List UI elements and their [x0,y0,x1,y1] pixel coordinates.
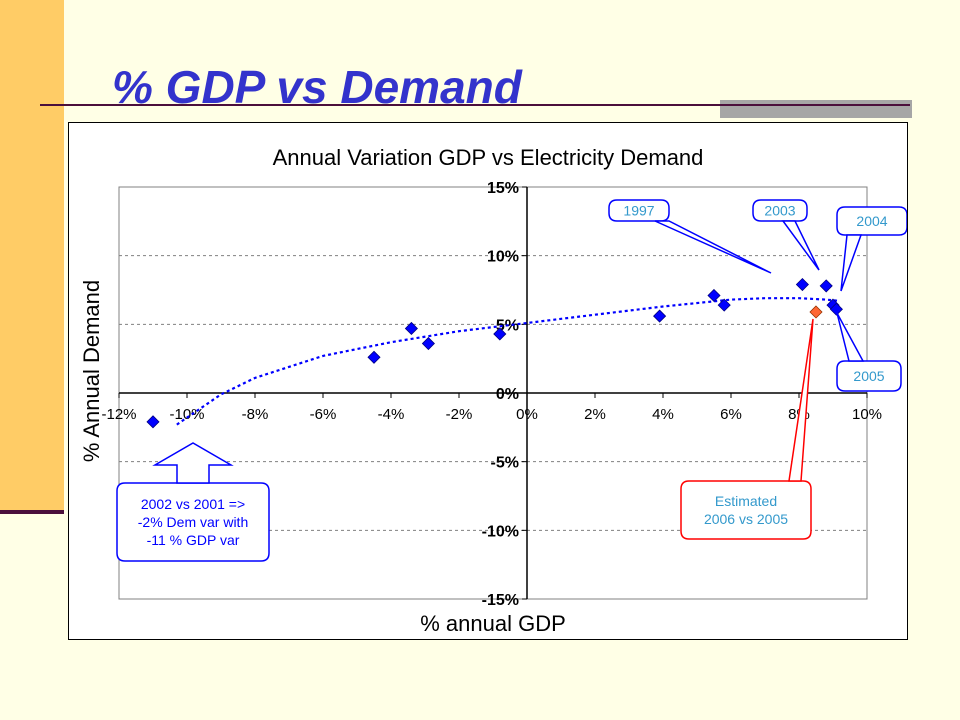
y-tick-label: 10% [487,249,519,266]
callout-label: 2003 [764,203,795,219]
data-point [493,327,507,341]
x-tick-label: -8% [242,406,269,423]
callout-label: 2005 [853,368,884,384]
x-tick-label: 4% [652,406,674,423]
data-point [717,298,731,312]
callout-estimated-2006: Estimated 2006 vs 2005 [680,318,814,540]
data-point [367,350,381,364]
callout-label: 2004 [856,213,887,229]
callout-line: 2002 vs 2001 => [141,496,245,512]
x-tick-label: -6% [310,406,337,423]
callout-2002: 2002 vs 2001 => -2% Dem var with -11 % GDP… [116,482,270,562]
x-tick-label: 6% [720,406,742,423]
chart-frame: Annual Variation GDP vs Electricity Dema… [68,122,908,640]
callout-line: 2006 vs 2005 [704,511,788,527]
x-axis-title: % annual GDP [420,611,566,636]
x-tick-label: 0% [516,406,538,423]
callout-line: -2% Dem var with [138,514,248,530]
data-point [707,288,721,303]
callout-2003: 2003 [752,199,820,271]
estimate-point [809,305,823,319]
title-shadow-bar [720,100,912,118]
x-tick-label: -4% [378,406,405,423]
y-tick-label: -10% [482,523,519,540]
title-rule [40,104,910,106]
y-tick-label: 15% [487,180,519,197]
data-point [421,336,435,351]
data-point [819,279,833,293]
side-accent-underline [0,510,64,514]
trendline [176,297,840,426]
callout-box [116,482,270,562]
callout-line: Estimated [715,493,777,509]
data-point [653,309,667,323]
callout-pointer [654,220,772,274]
callout-box [680,480,812,540]
callout-box [836,206,907,236]
callout-pointer [788,318,814,482]
callout-pointer [781,220,820,271]
y-tick-label: -15% [482,592,519,609]
data-point [829,302,843,316]
chart-title: Annual Variation GDP vs Electricity Dema… [273,145,704,170]
x-tick-label: -10% [169,406,204,423]
data-point [146,415,160,429]
y-tick-label: -5% [491,455,519,472]
x-tick-label: -12% [101,406,136,423]
data-point [795,277,809,292]
callout-box [752,199,808,222]
callout-line: -11 % GDP var [147,532,240,548]
y-axis-title: % Annual Demand [79,280,104,462]
y-tick-label: 0% [496,386,519,403]
callout-pointer [840,234,863,292]
callout-pointer [836,312,865,362]
callout-2005: 2005 [836,312,902,392]
x-tick-label: 10% [852,406,882,423]
callout-label: 1997 [623,203,654,219]
scatter-chart: Annual Variation GDP vs Electricity Dema… [79,145,907,636]
callout-1997: 1997 [608,199,772,274]
x-tick-label: -2% [446,406,473,423]
data-point [404,321,418,336]
x-tick-label: 2% [584,406,606,423]
side-accent-bar [0,0,64,510]
callout-box [836,360,902,392]
callout-2002-arrow [152,442,234,484]
callout-2004: 2004 [836,206,907,292]
